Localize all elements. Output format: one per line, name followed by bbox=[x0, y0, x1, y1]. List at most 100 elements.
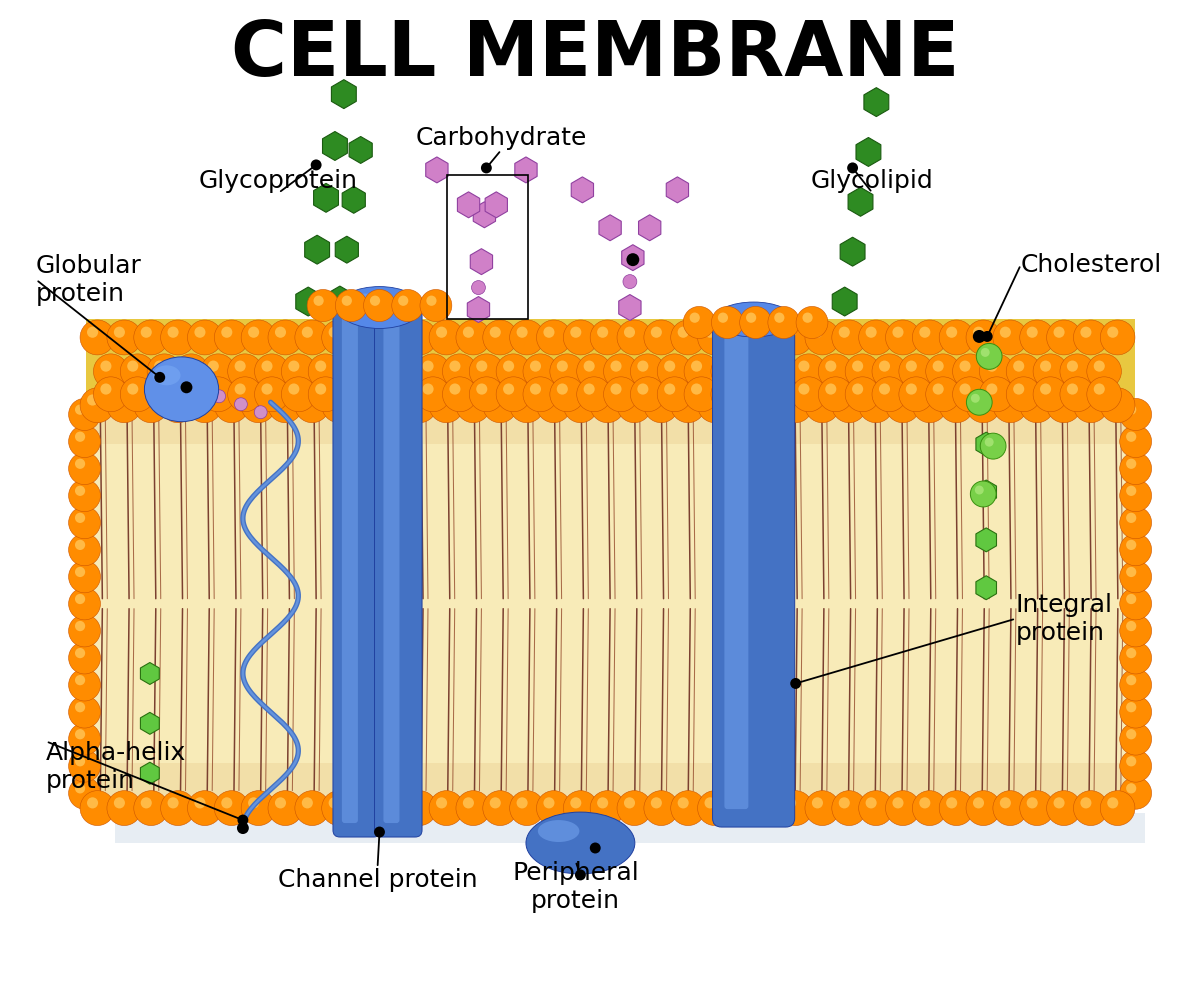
Circle shape bbox=[623, 275, 637, 288]
Circle shape bbox=[174, 354, 209, 389]
Circle shape bbox=[482, 388, 517, 423]
Circle shape bbox=[859, 320, 893, 355]
Circle shape bbox=[899, 354, 934, 389]
Circle shape bbox=[617, 791, 652, 826]
Circle shape bbox=[1120, 750, 1152, 782]
Circle shape bbox=[630, 377, 665, 411]
Circle shape bbox=[792, 354, 826, 389]
Circle shape bbox=[971, 481, 996, 507]
Circle shape bbox=[1067, 360, 1078, 372]
Polygon shape bbox=[295, 287, 320, 316]
Circle shape bbox=[463, 327, 474, 338]
Circle shape bbox=[697, 320, 732, 355]
Circle shape bbox=[355, 797, 366, 809]
Circle shape bbox=[878, 360, 890, 372]
Circle shape bbox=[650, 395, 662, 405]
Circle shape bbox=[832, 388, 866, 423]
Circle shape bbox=[886, 791, 920, 826]
Circle shape bbox=[979, 354, 1014, 389]
Circle shape bbox=[74, 486, 85, 496]
Circle shape bbox=[94, 354, 128, 389]
Circle shape bbox=[796, 306, 828, 338]
Circle shape bbox=[221, 797, 233, 809]
Circle shape bbox=[476, 384, 487, 395]
Circle shape bbox=[482, 320, 517, 355]
Circle shape bbox=[718, 384, 728, 395]
Circle shape bbox=[932, 384, 943, 395]
Circle shape bbox=[288, 384, 299, 395]
Circle shape bbox=[402, 791, 437, 826]
Circle shape bbox=[88, 395, 98, 405]
Circle shape bbox=[710, 377, 745, 411]
Circle shape bbox=[154, 384, 166, 395]
Circle shape bbox=[348, 320, 383, 355]
Circle shape bbox=[221, 327, 233, 338]
Circle shape bbox=[235, 360, 246, 372]
Circle shape bbox=[1120, 453, 1152, 485]
Circle shape bbox=[805, 388, 840, 423]
Circle shape bbox=[940, 388, 974, 423]
Circle shape bbox=[316, 360, 326, 372]
Polygon shape bbox=[140, 712, 160, 734]
Circle shape bbox=[496, 377, 530, 411]
Circle shape bbox=[409, 797, 420, 809]
Circle shape bbox=[536, 791, 571, 826]
Circle shape bbox=[865, 327, 877, 338]
Circle shape bbox=[812, 395, 823, 405]
Circle shape bbox=[1126, 459, 1136, 469]
Circle shape bbox=[74, 783, 85, 793]
Circle shape bbox=[74, 594, 85, 604]
Circle shape bbox=[598, 797, 608, 809]
Circle shape bbox=[725, 320, 760, 355]
Circle shape bbox=[624, 797, 635, 809]
Circle shape bbox=[523, 354, 558, 389]
Circle shape bbox=[570, 395, 581, 405]
Circle shape bbox=[415, 377, 450, 411]
Circle shape bbox=[322, 320, 356, 355]
Circle shape bbox=[241, 388, 276, 423]
Circle shape bbox=[443, 377, 478, 411]
Circle shape bbox=[436, 395, 448, 405]
Circle shape bbox=[368, 360, 380, 372]
Circle shape bbox=[919, 395, 930, 405]
Circle shape bbox=[691, 384, 702, 395]
Circle shape bbox=[308, 377, 343, 411]
Circle shape bbox=[1000, 797, 1010, 809]
Circle shape bbox=[1126, 756, 1136, 767]
Circle shape bbox=[364, 289, 396, 322]
Circle shape bbox=[1027, 797, 1038, 809]
Circle shape bbox=[301, 797, 313, 809]
Circle shape bbox=[262, 384, 272, 395]
Circle shape bbox=[490, 395, 500, 405]
Circle shape bbox=[281, 354, 316, 389]
Circle shape bbox=[637, 384, 648, 395]
Circle shape bbox=[583, 360, 595, 372]
Circle shape bbox=[626, 253, 640, 266]
Circle shape bbox=[415, 354, 450, 389]
Circle shape bbox=[68, 615, 101, 646]
Circle shape bbox=[751, 791, 786, 826]
Circle shape bbox=[544, 797, 554, 809]
Circle shape bbox=[604, 354, 638, 389]
Circle shape bbox=[68, 642, 101, 674]
Circle shape bbox=[114, 327, 125, 338]
Circle shape bbox=[1093, 384, 1105, 395]
Circle shape bbox=[503, 360, 514, 372]
Circle shape bbox=[342, 384, 353, 395]
Circle shape bbox=[671, 791, 706, 826]
Circle shape bbox=[731, 395, 743, 405]
Circle shape bbox=[127, 360, 138, 372]
Circle shape bbox=[120, 377, 155, 411]
Polygon shape bbox=[331, 80, 356, 108]
Circle shape bbox=[826, 360, 836, 372]
Circle shape bbox=[1054, 327, 1064, 338]
Polygon shape bbox=[470, 249, 492, 275]
Circle shape bbox=[510, 388, 545, 423]
Circle shape bbox=[912, 388, 947, 423]
Circle shape bbox=[1046, 320, 1081, 355]
Circle shape bbox=[482, 791, 517, 826]
Circle shape bbox=[1087, 354, 1122, 389]
Circle shape bbox=[140, 797, 151, 809]
Circle shape bbox=[758, 395, 769, 405]
Polygon shape bbox=[599, 215, 622, 241]
